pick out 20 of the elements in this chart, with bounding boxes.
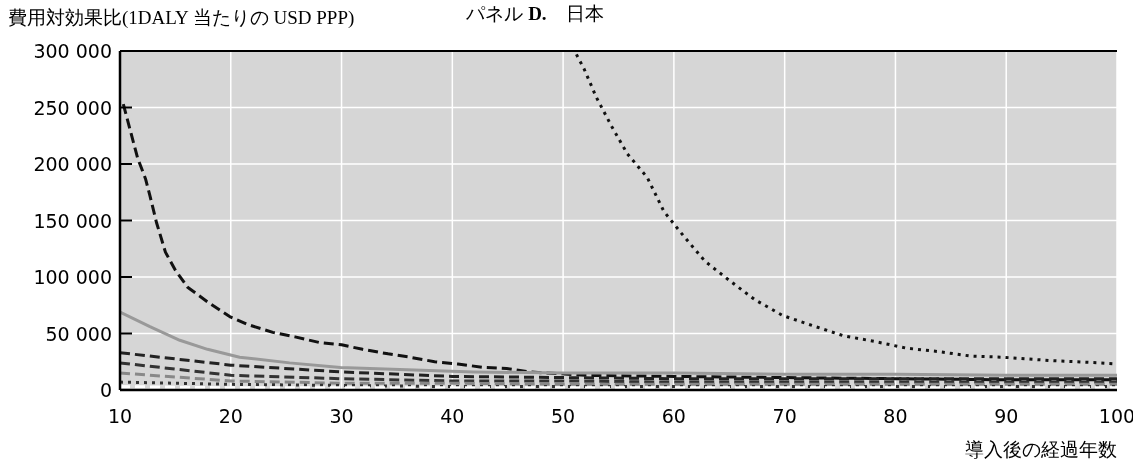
x-tick-label: 30: [329, 405, 354, 427]
x-tick-label: 50: [551, 405, 576, 427]
x-axis-title: 導入後の経過年数: [965, 439, 1117, 460]
x-tick-label: 70: [772, 405, 797, 427]
y-tick-label: 300 000: [33, 40, 112, 62]
x-tick-label: 80: [883, 405, 908, 427]
y-tick-label: 50 000: [45, 322, 112, 345]
x-tick-label: 60: [661, 405, 686, 427]
y-tick-label: 100 000: [33, 266, 112, 288]
x-tick-label: 40: [440, 405, 465, 427]
y-tick-label: 0: [99, 379, 112, 401]
y-axis-title: 費用対効果比(1DALY 当たりの USD PPP): [8, 7, 355, 29]
chart-title: パネル D. 日本: [465, 3, 604, 24]
x-tick-label: 20: [218, 405, 243, 427]
y-tick-label: 150 000: [33, 209, 112, 232]
y-tick-label: 250 000: [33, 96, 112, 119]
y-tick-label: 200 000: [33, 153, 112, 175]
x-tick-label: 90: [994, 405, 1019, 427]
x-tick-label: 10: [107, 405, 133, 427]
x-tick-label: 100: [1098, 405, 1133, 427]
